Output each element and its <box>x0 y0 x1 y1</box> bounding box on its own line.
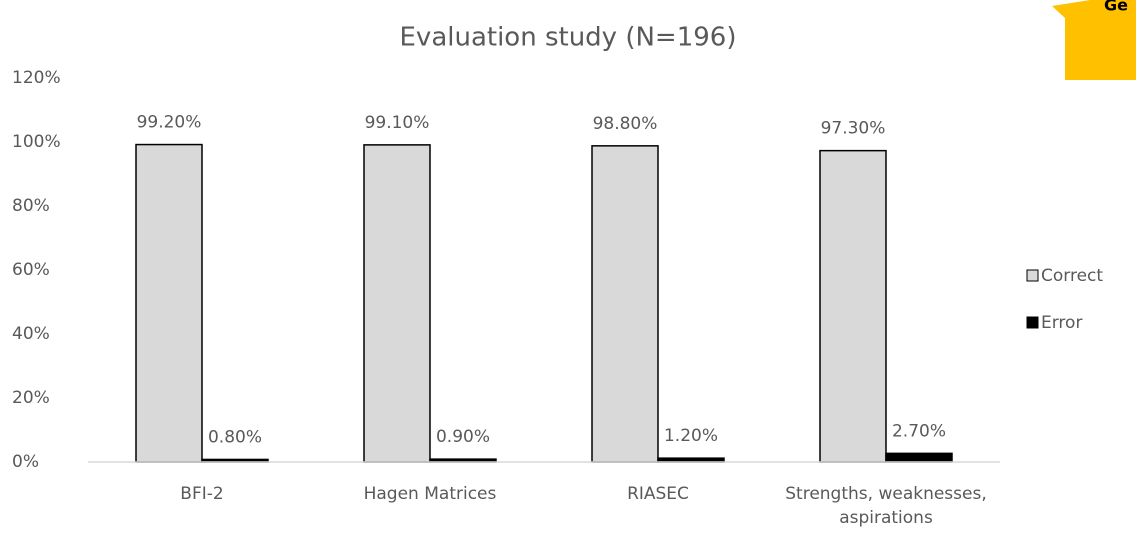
y-tick-label: 20% <box>12 388 50 408</box>
x-tick-label: Strengths, weaknesses, aspirations <box>785 484 987 528</box>
y-tick-label: 120% <box>12 68 61 88</box>
x-tick-label: RIASEC <box>627 484 689 504</box>
bar <box>135 143 203 463</box>
y-tick-label: 40% <box>12 324 50 344</box>
corner-note: Ge <box>1104 0 1128 15</box>
value-label: 99.20% <box>137 113 202 133</box>
bar <box>819 149 887 463</box>
value-label: 1.20% <box>664 426 718 446</box>
legend-swatch <box>1026 269 1039 282</box>
value-label: 98.80% <box>593 114 658 134</box>
bar <box>363 144 431 463</box>
y-tick-label: 80% <box>12 196 50 216</box>
value-label: 2.70% <box>892 421 946 441</box>
x-tick-label: Hagen Matrices <box>363 484 497 504</box>
value-label: 99.10% <box>365 113 430 133</box>
y-tick-label: 60% <box>12 260 50 280</box>
value-label: 0.80% <box>208 427 262 447</box>
bar <box>591 145 659 463</box>
y-tick-label: 100% <box>12 132 61 152</box>
y-tick-label: 0% <box>12 452 39 472</box>
value-label: 97.30% <box>821 119 886 139</box>
x-tick-label: BFI-2 <box>180 484 224 504</box>
legend-swatch <box>1026 316 1039 329</box>
legend-label: Error <box>1041 313 1082 333</box>
bar <box>885 452 953 463</box>
corner-note-shape <box>1052 0 1136 80</box>
chart-title: Evaluation study (N=196) <box>400 23 737 53</box>
value-label: 0.90% <box>436 427 490 447</box>
legend-label: Correct <box>1041 266 1103 286</box>
